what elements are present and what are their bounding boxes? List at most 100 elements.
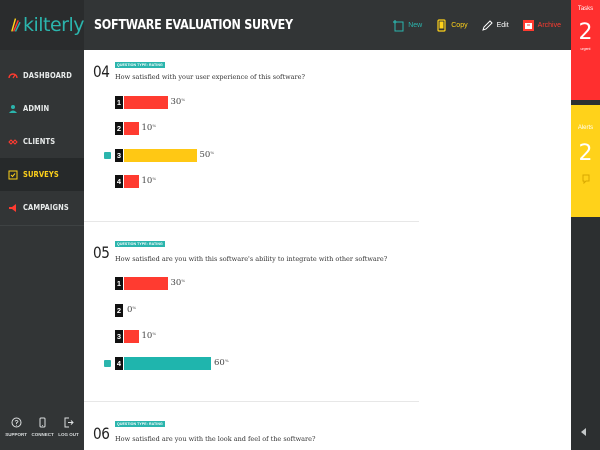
header: SOFTWARE EVALUATION SURVEY New Copy Edit (84, 0, 571, 50)
question-text: How satisfied are you with this software… (115, 255, 388, 263)
archive-label: Archive (537, 21, 561, 29)
answer-percent: 0% (127, 304, 136, 317)
logout-label: LOG OUT (58, 432, 79, 437)
answer-row: 4 10% (84, 175, 419, 188)
answer-number: 1 (115, 277, 123, 290)
question-number: 05 (93, 243, 110, 262)
question-type-badge: QUESTION TYPE: RATING (115, 241, 165, 247)
new-label: New (408, 21, 423, 29)
logout-icon (64, 417, 74, 428)
answer-row: 2 0% (84, 304, 419, 317)
answer-percent-value: 10 (141, 331, 153, 341)
sidebar-item-dashboard[interactable]: DASHBOARD (0, 59, 84, 92)
question-type-badge: QUESTION TYPE: RATING (115, 421, 165, 427)
answer-percent: 10% (142, 175, 157, 188)
sidebar-nav: DASHBOARD ADMIN CLIENTS SURVEYS (0, 59, 84, 224)
answer-bar (124, 277, 168, 290)
sidebar-divider (0, 225, 84, 226)
logout-button[interactable]: LOG OUT (58, 417, 79, 437)
alerts-panel[interactable]: Alerts 2 (571, 105, 600, 217)
right-panel: Tasks 2 urgent Alerts 2 (571, 0, 600, 450)
answer-percent-value: 0 (127, 305, 133, 315)
alerts-count: 2 (578, 141, 593, 166)
selected-marker-icon (104, 152, 111, 159)
phone-icon (39, 417, 46, 428)
support-icon (11, 417, 22, 428)
survey-results[interactable]: 04 QUESTION TYPE: RATING How satisfied w… (84, 50, 571, 450)
answer-percent: 60% (214, 357, 229, 370)
answer-bar (124, 357, 211, 370)
question-text: How satisfied with your user experience … (115, 73, 305, 81)
answer-bar (124, 175, 139, 188)
logo-text: kilterly (22, 14, 85, 36)
tasks-panel[interactable]: Tasks 2 urgent (571, 0, 600, 100)
answer-number: 4 (115, 357, 123, 370)
answer-percent-value: 10 (141, 123, 153, 133)
pencil-icon (481, 19, 493, 31)
header-actions: New Copy Edit Archive (379, 0, 571, 50)
new-button[interactable]: New (392, 19, 422, 32)
section-divider (84, 221, 419, 222)
support-label: SUPPORT (5, 432, 27, 437)
percent-symbol: % (152, 331, 157, 336)
new-icon (393, 19, 404, 31)
dashboard-icon (8, 72, 18, 78)
answer-percent: 10% (142, 330, 157, 343)
question-number: 04 (93, 62, 110, 81)
answer-percent-value: 30 (170, 97, 182, 107)
answer-percent: 30% (171, 96, 186, 109)
answer-percent: 30% (171, 277, 186, 290)
answer-number: 3 (115, 330, 123, 343)
connect-button[interactable]: CONNECT (31, 417, 54, 437)
question-number: 06 (93, 424, 110, 443)
percent-symbol: % (224, 358, 229, 363)
sidebar-item-label: CLIENTS (23, 137, 56, 146)
percent-symbol: % (152, 123, 157, 128)
sidebar-item-clients[interactable]: CLIENTS (0, 125, 84, 158)
answer-bar (124, 96, 168, 109)
copy-icon (437, 18, 446, 32)
copy-button[interactable]: Copy (435, 18, 468, 32)
answer-row: 2 10% (84, 122, 419, 135)
answer-row: 3 50% (84, 149, 419, 162)
answer-percent-value: 60 (214, 358, 225, 368)
edit-button[interactable]: Edit (481, 19, 509, 32)
answer-number: 3 (115, 149, 123, 162)
answer-number: 4 (115, 175, 123, 188)
sidebar-item-label: DASHBOARD (23, 71, 72, 80)
tasks-label: Tasks (577, 6, 594, 12)
selected-marker-icon (104, 360, 111, 367)
sidebar-item-surveys[interactable]: SURVEYS (0, 158, 84, 191)
question-text: How satisfied are you with the look and … (115, 435, 316, 443)
support-button[interactable]: SUPPORT (5, 417, 27, 437)
answer-percent: 10% (142, 122, 157, 135)
answer-number: 2 (115, 122, 123, 135)
collapse-arrow-icon[interactable] (581, 428, 586, 436)
answer-row: 4 60% (84, 357, 419, 370)
logo[interactable]: kilterly (0, 0, 85, 50)
sidebar-item-label: SURVEYS (23, 170, 59, 179)
answer-bar (124, 149, 197, 162)
archive-button[interactable]: Archive (522, 19, 561, 32)
surveys-icon (8, 170, 18, 179)
answer-percent-value: 30 (170, 278, 182, 288)
sidebar-item-campaigns[interactable]: CAMPAIGNS (0, 191, 84, 224)
sidebar: kilterly DASHBOARD ADMIN CLIENTS (0, 0, 85, 450)
sidebar-item-admin[interactable]: ADMIN (0, 92, 84, 125)
percent-symbol: % (210, 150, 215, 155)
alerts-label: Alerts (577, 125, 594, 131)
percent-symbol: % (181, 278, 186, 283)
percent-symbol: % (132, 305, 137, 310)
admin-icon (9, 104, 17, 113)
answer-row: 3 10% (84, 330, 419, 343)
connect-label: CONNECT (31, 432, 54, 437)
copy-label: Copy (451, 21, 468, 29)
answer-bar (124, 330, 139, 343)
question-type-badge: QUESTION TYPE: RATING (115, 62, 165, 68)
logo-mark-icon (11, 18, 21, 32)
answer-row: 1 30% (84, 96, 419, 109)
tasks-count: 2 (578, 20, 593, 45)
sidebar-footer: SUPPORT CONNECT LOG OUT (0, 417, 84, 437)
clients-icon (8, 138, 18, 145)
campaigns-icon (9, 203, 16, 212)
